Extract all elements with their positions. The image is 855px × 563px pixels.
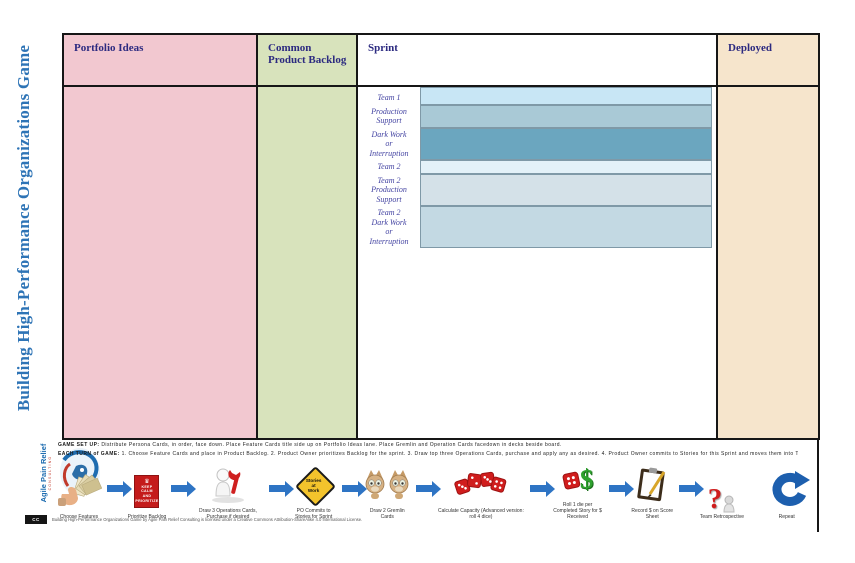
- step-team-retrospective: ? Team Retrospective: [699, 458, 745, 521]
- turn-instructions-lead: EACH TURN of GAME:: [58, 451, 120, 457]
- cards-fan-icon: [56, 469, 102, 513]
- brand-text: Agile Pain Relief CONSULTING: [39, 438, 53, 508]
- step-label: Draw 2 Gremlin Cards: [369, 508, 405, 520]
- step-repeat: Repeat: [764, 458, 810, 520]
- step-label: Calculate Capacity (Advanced version: ro…: [437, 508, 524, 520]
- column-header-common-product-backlog: Common Product Backlog: [258, 35, 358, 85]
- flow-arrow-icon: [679, 480, 705, 497]
- board-header-row: Portfolio Ideas Common Product Backlog S…: [64, 35, 818, 87]
- step-roll-die-for-money: $ Roll 1 die per Completed Story for $ R…: [551, 458, 605, 521]
- brand-tagline: CONSULTING: [48, 455, 52, 491]
- step-draw-gremlin-cards: Draw 2 Gremlin Cards: [363, 458, 411, 520]
- question-mark-icon: ?: [707, 483, 723, 515]
- sprint-row-team-1: Team 1: [358, 87, 716, 105]
- column-header-deployed: Deployed: [718, 35, 818, 85]
- sprint-row-label: Dark Work or Interruption: [369, 129, 409, 158]
- step-label: Team Retrospective: [699, 514, 745, 520]
- column-header-sprint: Sprint: [358, 35, 718, 85]
- mechanic-wrench-icon: [208, 463, 248, 507]
- sprint-row-band: [420, 87, 712, 105]
- poster-crown-icon: ♛: [144, 478, 150, 485]
- die-and-dollar-icon: $: [562, 458, 594, 501]
- setup-instructions: GAME SET UP: Distribute Persona Cards, i…: [58, 442, 798, 448]
- page-title: Building High-Performance Organizations …: [14, 44, 33, 412]
- sprint-row-label: Production Support: [371, 106, 407, 126]
- board-body: Team 1 Production Support Dark Work or I…: [64, 87, 818, 438]
- sprint-row-label: Team 2: [377, 162, 401, 171]
- sprint-row-label: Team 1: [377, 93, 401, 102]
- license-text: Building High-Performance Organizations …: [52, 517, 363, 522]
- sprint-row-band: [420, 206, 712, 248]
- step-draw-operations-cards: Draw 3 Operations Cards, Purchase if des…: [192, 458, 264, 520]
- step-label: Repeat: [778, 514, 795, 520]
- sprint-row-team-2-dark-work: Team 2 Dark Work or Interruption: [358, 206, 716, 248]
- sprint-row-band: [420, 173, 712, 206]
- flow-arrow-icon: [416, 480, 442, 497]
- sprint-row-team-2-production-support: Team 2 Production Support: [358, 173, 716, 206]
- setup-instructions-text: Distribute Persona Cards, in order, face…: [101, 442, 562, 448]
- setup-instructions-lead: GAME SET UP:: [58, 442, 100, 448]
- repeat-arrow-icon: [764, 469, 810, 513]
- sprint-row-label: Team 2 Dark Work or Interruption: [369, 208, 409, 246]
- game-flow-steps: Choose Features ♛ KEEP CALM AND PRIORITI…: [56, 456, 810, 520]
- stories-at-work-sign-icon: Stories at Work: [294, 463, 336, 508]
- step-label: Draw 3 Operations Cards, Purchase if des…: [199, 508, 257, 520]
- flow-arrow-icon: [171, 480, 197, 497]
- instructions-block: GAME SET UP: Distribute Persona Cards, i…: [58, 442, 798, 460]
- step-label: PO Commits to Stories for Sprint: [294, 508, 333, 520]
- step-label: Choose Features: [59, 514, 99, 520]
- sprint-row-band: [420, 160, 712, 174]
- flow-arrow-icon: [609, 480, 635, 497]
- keep-calm-poster-icon: ♛ KEEP CALM AND PRIORITIZE: [134, 469, 160, 513]
- step-choose-features: Choose Features: [56, 458, 102, 520]
- creative-commons-badge-icon: CC: [25, 515, 47, 524]
- red-dice-icon: [453, 463, 509, 507]
- flow-arrow-icon: [342, 480, 368, 497]
- turn-instructions-text: 1. Choose Feature Cards and place in Pro…: [121, 451, 798, 457]
- step-label: Prioritize Backlog: [127, 514, 167, 520]
- flow-arrow-icon: [529, 480, 555, 497]
- poster-text: KEEP CALM AND PRIORITIZE: [135, 484, 159, 503]
- sprint-row-team-2: Team 2: [358, 160, 716, 174]
- sign-text: Stories at Work: [305, 477, 322, 493]
- turn-instructions: EACH TURN of GAME: 1. Choose Feature Car…: [58, 451, 798, 457]
- sprint-row-band: [420, 127, 712, 160]
- sprint-row-production-support: Production Support: [358, 104, 716, 128]
- portfolio-ideas-lane: [64, 87, 258, 438]
- column-header-portfolio-ideas: Portfolio Ideas: [64, 35, 258, 85]
- deployed-lane: [718, 87, 818, 438]
- clipboard-pencil-icon: [633, 463, 671, 507]
- flow-arrow-icon: [106, 480, 132, 497]
- step-po-commits-stories: Stories at Work PO Commits to Stories fo…: [290, 458, 338, 520]
- gremlin-cats-icon: [363, 463, 411, 507]
- game-board: Portfolio Ideas Common Product Backlog S…: [62, 33, 820, 440]
- sprint-row-label: Team 2 Production Support: [371, 175, 407, 204]
- step-label: Roll 1 die per Completed Story for $ Rec…: [553, 502, 602, 520]
- step-record-score: Record $ on Score Sheet: [630, 458, 674, 520]
- dollar-sign-icon: $: [579, 464, 594, 494]
- sprint-row-band: [420, 104, 712, 128]
- sprint-lane: Team 1 Production Support Dark Work or I…: [358, 87, 718, 438]
- step-label: Record $ on Score Sheet: [631, 508, 674, 520]
- sprint-row-dark-work: Dark Work or Interruption: [358, 127, 716, 160]
- flow-arrow-icon: [268, 480, 294, 497]
- step-prioritize-backlog: ♛ KEEP CALM AND PRIORITIZE Prioritize Ba…: [127, 458, 167, 520]
- question-mark-figure-icon: ?: [707, 469, 737, 515]
- step-calculate-capacity: Calculate Capacity (Advanced version: ro…: [437, 458, 525, 520]
- right-border-rule: [817, 440, 819, 532]
- common-product-backlog-lane: [258, 87, 358, 438]
- brand-name: Agile Pain Relief: [39, 443, 48, 503]
